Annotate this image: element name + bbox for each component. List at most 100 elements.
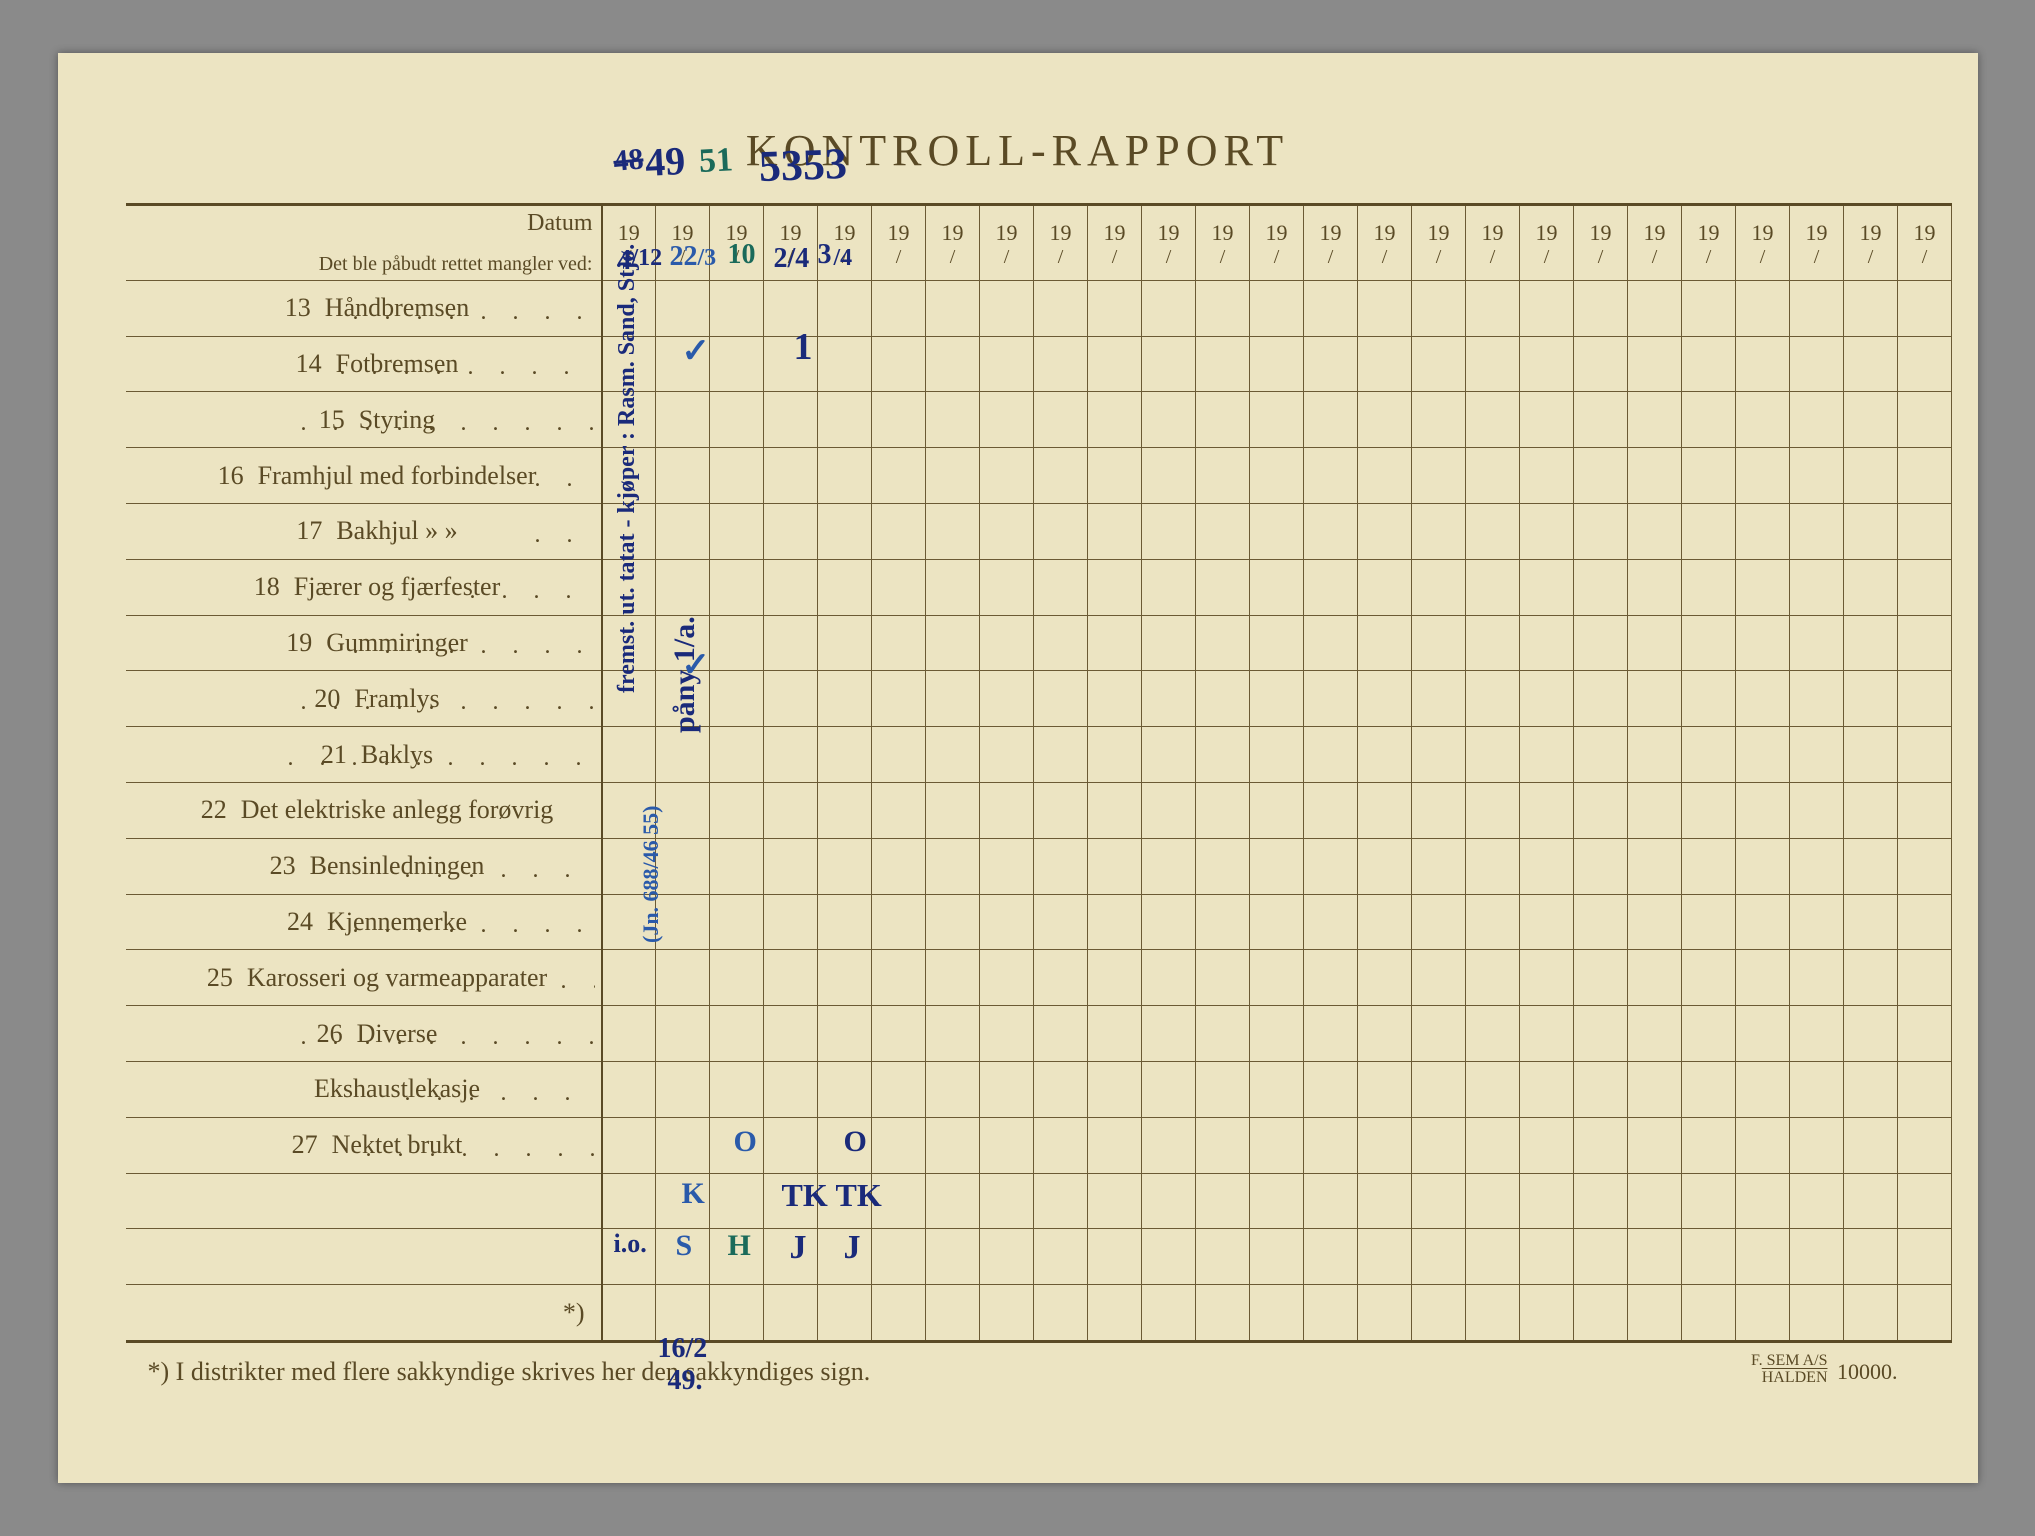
table-row: [126, 1229, 1952, 1285]
grid-cell: [818, 392, 872, 448]
grid-cell: [1790, 503, 1844, 559]
grid-cell: [1898, 1173, 1952, 1229]
grid-cell: [1250, 1229, 1304, 1285]
grid-cell: [1520, 1173, 1574, 1229]
grid-cell: [980, 280, 1034, 336]
grid-cell: [1412, 950, 1466, 1006]
grid-cell: [1088, 615, 1142, 671]
grid-cell: [1142, 280, 1196, 336]
grid-cell: [872, 727, 926, 783]
grid-cell: [1412, 559, 1466, 615]
grid-cell: [764, 838, 818, 894]
grid-cell: [1682, 894, 1736, 950]
grid-cell: [1304, 671, 1358, 727]
grid-cell: [764, 1173, 818, 1229]
year-prefix: 19: [764, 214, 817, 246]
grid-cell: [1412, 1285, 1466, 1342]
grid-cell: [1844, 1229, 1898, 1285]
row-number: 22: [177, 795, 241, 825]
grid-cell: [1898, 727, 1952, 783]
report-grid: Datum Det ble påbudt rettet mangler ved:…: [126, 203, 1910, 1343]
grid-cell: [710, 838, 764, 894]
year-prefix: 19: [1358, 214, 1411, 246]
document-title: KONTROLL-RAPPORT: [58, 125, 1978, 176]
grid-cell: [1142, 782, 1196, 838]
grid-cell: [926, 615, 980, 671]
header-year-cell: 19/: [710, 205, 764, 281]
grid-cell: [980, 1061, 1034, 1117]
grid-cell: [1520, 503, 1574, 559]
grid-cell: [1142, 671, 1196, 727]
grid-cell: [1628, 392, 1682, 448]
grid-cell: [1736, 503, 1790, 559]
grid-cell: [1628, 671, 1682, 727]
table-row: 20Framlys. . . . . . . . . . . . . . . .…: [126, 671, 1952, 727]
grid-cell: [818, 1117, 872, 1173]
grid-cell: [1520, 950, 1574, 1006]
grid-cell: [1790, 838, 1844, 894]
year-prefix: 19: [1520, 214, 1573, 246]
leader-dots: . . . . . . . . . . . . . . . . . . . . …: [340, 354, 595, 381]
header-year-cell: 19/: [1790, 205, 1844, 281]
grid-cell: [1088, 1061, 1142, 1117]
grid-cell: [764, 615, 818, 671]
grid-cell: [1790, 1117, 1844, 1173]
grid-cell: [1034, 392, 1088, 448]
grid-cell: [1304, 559, 1358, 615]
grid-cell: [764, 727, 818, 783]
grid-cell: [602, 1173, 656, 1229]
grid-cell: [1898, 1285, 1952, 1342]
grid-cell: [764, 559, 818, 615]
year-prefix: 19: [1790, 214, 1843, 246]
grid-cell: [1628, 336, 1682, 392]
grid-cell: [1088, 1229, 1142, 1285]
grid-cell: [1412, 782, 1466, 838]
grid-cell: [926, 1229, 980, 1285]
grid-cell: [1088, 392, 1142, 448]
grid-cell: [1682, 1006, 1736, 1062]
grid-cell: [1358, 894, 1412, 950]
printer-name-1: F. SEM A/S: [1751, 1352, 1828, 1369]
grid-cell: [1790, 1006, 1844, 1062]
grid-cell: [656, 559, 710, 615]
grid-cell: [1142, 1117, 1196, 1173]
grid-cell: [764, 336, 818, 392]
row-label-cell: 18Fjærer og fjærfester. . . . . . . . . …: [126, 559, 602, 615]
grid-cell: [1844, 448, 1898, 504]
grid-cell: [1034, 1117, 1088, 1173]
grid-cell: [1736, 615, 1790, 671]
grid-cell: [656, 782, 710, 838]
grid-cell: [1790, 950, 1844, 1006]
grid-cell: [1304, 1006, 1358, 1062]
row-label-cell: 24Kjennemerke. . . . . . . . . . . . . .…: [126, 894, 602, 950]
grid-cell: [764, 1006, 818, 1062]
grid-cell: [818, 448, 872, 504]
date-slash: /: [1466, 246, 1519, 271]
grid-cell: [1466, 838, 1520, 894]
leader-dots: . . . . . . . . . . . . . . . . . . . . …: [301, 689, 595, 716]
grid-cell: [1250, 280, 1304, 336]
grid-cell: [1736, 838, 1790, 894]
table-row: 13Håndbremsen. . . . . . . . . . . . . .…: [126, 280, 1952, 336]
grid-cell: [1736, 950, 1790, 1006]
grid-cell: [872, 392, 926, 448]
grid-cell: [1844, 615, 1898, 671]
grid-cell: [818, 671, 872, 727]
grid-cell: [710, 503, 764, 559]
grid-cell: [980, 782, 1034, 838]
grid-cell: [764, 1061, 818, 1117]
table-row: 25Karosseri og varmeapparater. . . . . .…: [126, 950, 1952, 1006]
grid-cell: [656, 280, 710, 336]
grid-cell: [1898, 894, 1952, 950]
leader-dots: . . . . . . . . . . . . . . . . . . . . …: [405, 857, 595, 884]
grid-cell: [1250, 392, 1304, 448]
grid-cell: [1844, 392, 1898, 448]
grid-cell: [710, 727, 764, 783]
grid-cell: [1466, 671, 1520, 727]
grid-cell: [764, 1117, 818, 1173]
grid-cell: [602, 671, 656, 727]
grid-cell: [656, 727, 710, 783]
grid-cell: [926, 392, 980, 448]
grid-cell: [1520, 1285, 1574, 1342]
table-row: 17Bakhjul » ». . . . . . . . . . . . . .…: [126, 503, 1952, 559]
